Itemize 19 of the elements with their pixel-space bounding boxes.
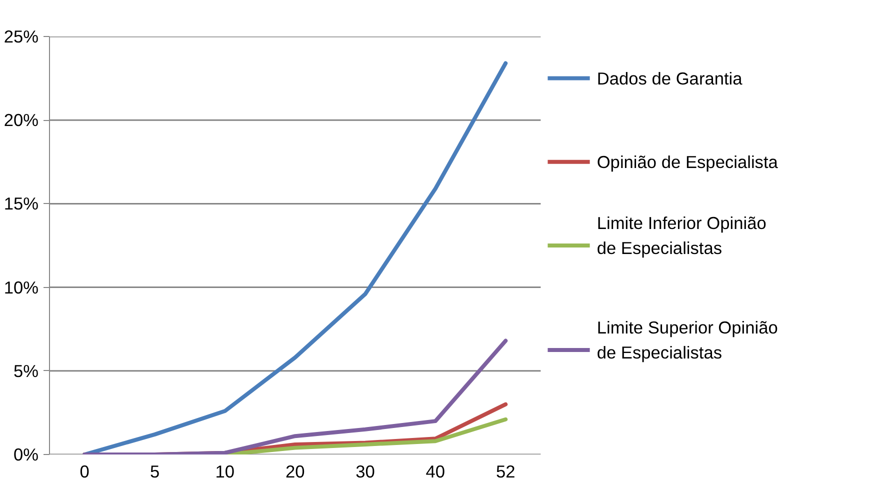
x-tick-label: 5 bbox=[150, 462, 160, 482]
legend-label: Opinião de Especialista bbox=[596, 152, 778, 172]
y-tick-label: 10% bbox=[4, 277, 39, 298]
x-tick-label: 0 bbox=[80, 462, 90, 482]
y-tick-label: 20% bbox=[4, 110, 39, 130]
x-tick-label: 30 bbox=[356, 462, 375, 482]
x-tick-label: 20 bbox=[285, 462, 305, 482]
y-tick-label: 5% bbox=[13, 360, 38, 381]
x-tick-label: 10 bbox=[215, 462, 235, 482]
y-tick-label: 15% bbox=[4, 194, 39, 214]
y-tick-label: 0% bbox=[13, 444, 38, 464]
y-tick-label: 25% bbox=[4, 26, 39, 46]
line-series bbox=[82, 61, 508, 454]
x-tick-label: 52 bbox=[496, 462, 516, 482]
legend-label: Dados de Garantia bbox=[596, 68, 743, 88]
line-series bbox=[82, 338, 508, 454]
legend-label: Limite Superior Opinião de Especialistas bbox=[596, 317, 778, 362]
x-tick-label: 40 bbox=[426, 462, 446, 482]
legend-label: Limite Inferior Opinião de Especialistas bbox=[596, 212, 766, 258]
